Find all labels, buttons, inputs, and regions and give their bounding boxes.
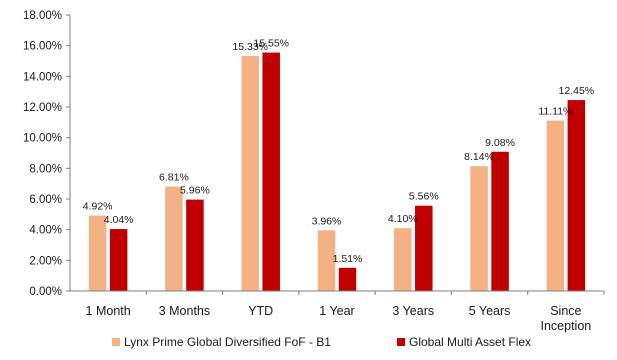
y-tick-label: 14.00% xyxy=(23,71,62,83)
data-label: 11.11% xyxy=(538,106,572,118)
data-label: 15.55% xyxy=(253,38,289,50)
bar-lynx-prime-6 xyxy=(546,120,565,291)
x-category-label: Since Inception xyxy=(540,304,591,333)
bar-lynx-prime-3 xyxy=(317,230,336,291)
y-tick-label: 12.00% xyxy=(23,102,62,114)
data-label: 8.14% xyxy=(464,151,494,163)
legend: Lynx Prime Global Diversified FoF - B1 Gl… xyxy=(112,335,531,349)
bar-global-multi-asset-1 xyxy=(186,199,204,291)
bars xyxy=(88,52,586,291)
bar-global-multi-asset-2 xyxy=(262,52,280,291)
x-category-label: 5 Years xyxy=(469,304,511,318)
x-category-label: 3 Months xyxy=(159,304,210,318)
y-tick-label: 16.00% xyxy=(23,41,62,53)
data-label: 6.81% xyxy=(159,172,189,184)
x-category-label: 1 Year xyxy=(319,304,354,318)
data-label: 9.08% xyxy=(485,137,515,149)
x-category-label: 1 Month xyxy=(86,304,131,318)
y-tick-label: 10.00% xyxy=(23,133,62,145)
bar-lynx-prime-0 xyxy=(88,215,107,291)
bar-lynx-prime-1 xyxy=(165,186,183,291)
data-label: 12.45% xyxy=(559,85,595,97)
data-label: 3.96% xyxy=(312,215,342,227)
bar-global-multi-asset-5 xyxy=(491,151,509,291)
x-axis-categories: 1 Month 3 Months YTD 1 Year 3 Years 5 Years Si… xyxy=(86,291,605,333)
bar-global-multi-asset-3 xyxy=(338,267,357,291)
y-tick-label: 4.00% xyxy=(29,225,62,237)
data-label: 4.10% xyxy=(388,213,418,225)
y-axis-ticks: 0.00% 2.00% 4.00% 6.00% 8.00% 10.00% 12.00% 14.… xyxy=(23,10,70,298)
x-category-label: YTD xyxy=(248,304,273,318)
legend-swatch xyxy=(397,338,405,346)
data-label: 15.33% xyxy=(232,41,268,53)
bar-lynx-prime-4 xyxy=(394,228,412,291)
y-tick-label: 18.00% xyxy=(23,10,62,22)
y-tick-label: 2.00% xyxy=(29,255,62,267)
legend-label: Global Multi Asset Flex xyxy=(409,335,531,349)
bar-global-multi-asset-0 xyxy=(109,229,128,291)
data-label: 4.04% xyxy=(104,214,134,226)
data-label: 5.56% xyxy=(409,191,439,203)
data-label: 4.92% xyxy=(83,201,113,213)
bar-lynx-prime-5 xyxy=(470,166,488,291)
y-tick-label: 6.00% xyxy=(29,194,62,206)
legend-label: Lynx Prime Global Diversified FoF - B1 xyxy=(124,335,331,349)
data-label: 1.51% xyxy=(333,253,363,265)
legend-swatch xyxy=(112,338,120,346)
data-labels: 4.92%4.04% 6.81%5.96% 15.33%15.55% 3.96% 1.5… xyxy=(83,38,594,265)
bar-lynx-prime-2 xyxy=(241,55,259,291)
bar-global-multi-asset-6 xyxy=(567,100,586,291)
y-tick-label: 0.00% xyxy=(29,286,62,298)
y-tick-label: 8.00% xyxy=(29,163,62,175)
data-label: 5.96% xyxy=(180,185,210,197)
bar-global-multi-asset-4 xyxy=(415,205,433,291)
x-category-label: 3 Years xyxy=(392,304,434,318)
